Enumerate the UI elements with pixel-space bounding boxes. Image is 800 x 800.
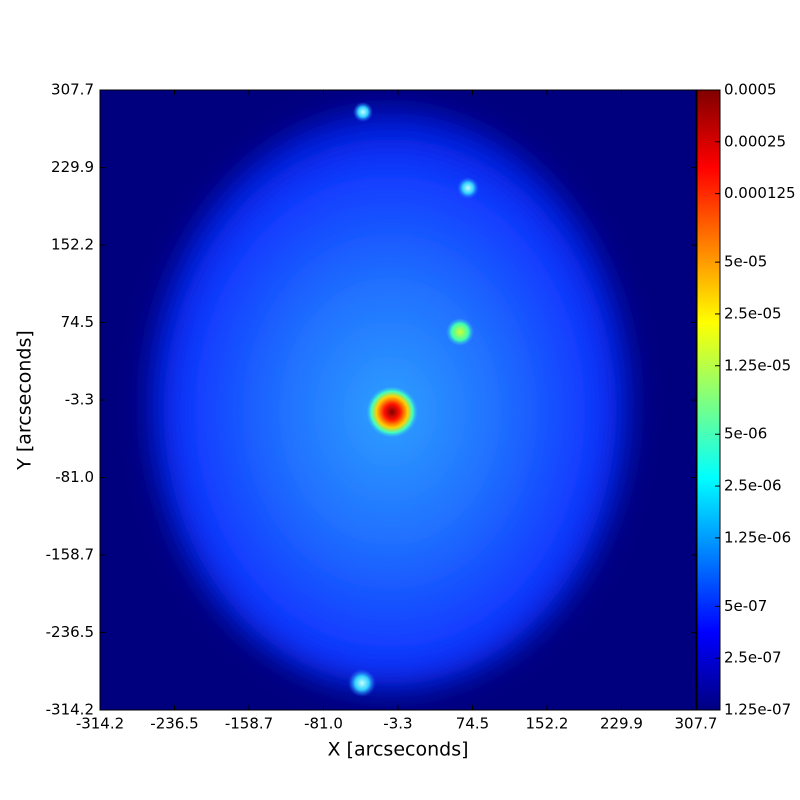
y-tick-label: 74.5	[61, 313, 94, 331]
x-tick-label: 74.5	[456, 715, 489, 733]
colorbar	[696, 89, 721, 711]
y-tick-label: -236.5	[46, 623, 94, 641]
x-tick-label: -3.3	[383, 715, 412, 733]
source	[446, 318, 474, 346]
colorbar-tick-label: 2.5e-06	[724, 477, 782, 495]
y-tick-label: 229.9	[51, 158, 94, 176]
x-tick-label: -236.5	[150, 715, 198, 733]
colorbar-tick-label: 5e-07	[724, 597, 767, 615]
x-axis-label: X [arcseconds]	[327, 739, 468, 761]
y-tick-label: 307.7	[51, 81, 94, 99]
source	[366, 386, 418, 438]
x-tick-label: -314.2	[76, 715, 124, 733]
source	[353, 102, 373, 122]
y-tick-label: -314.2	[46, 701, 94, 719]
colorbar-tick-label: 1.25e-07	[724, 701, 791, 719]
image	[100, 90, 696, 710]
x-tick-label: 307.7	[675, 715, 718, 733]
x-tick-label: -158.7	[225, 715, 273, 733]
colorbar-tick-label: 0.00025	[724, 132, 786, 150]
y-tick-label: -81.0	[55, 468, 94, 486]
y-tick-label: -3.3	[65, 391, 94, 409]
colorbar-tick-label: 2.5e-07	[724, 649, 782, 667]
y-tick-label: -158.7	[46, 545, 94, 563]
x-tick-label: 229.9	[600, 715, 643, 733]
x-tick-label: 152.2	[525, 715, 568, 733]
x-tick-label: -81.0	[304, 715, 343, 733]
colorbar-tick-label: 5e-06	[724, 425, 767, 443]
source	[457, 177, 479, 199]
colorbar-tick-label: 0.000125	[724, 184, 796, 202]
colorbar-tick-label: 1.25e-06	[724, 528, 791, 546]
colorbar-tick-label: 1.25e-05	[724, 356, 791, 374]
colorbar-tick-label: 0.0005	[724, 81, 777, 99]
colorbar-tick-label: 2.5e-05	[724, 304, 782, 322]
source	[348, 669, 376, 697]
y-tick-label: 152.2	[51, 236, 94, 254]
y-axis-label: Y [arcseconds]	[14, 330, 36, 471]
colorbar-tick-label: 5e-05	[724, 253, 767, 271]
